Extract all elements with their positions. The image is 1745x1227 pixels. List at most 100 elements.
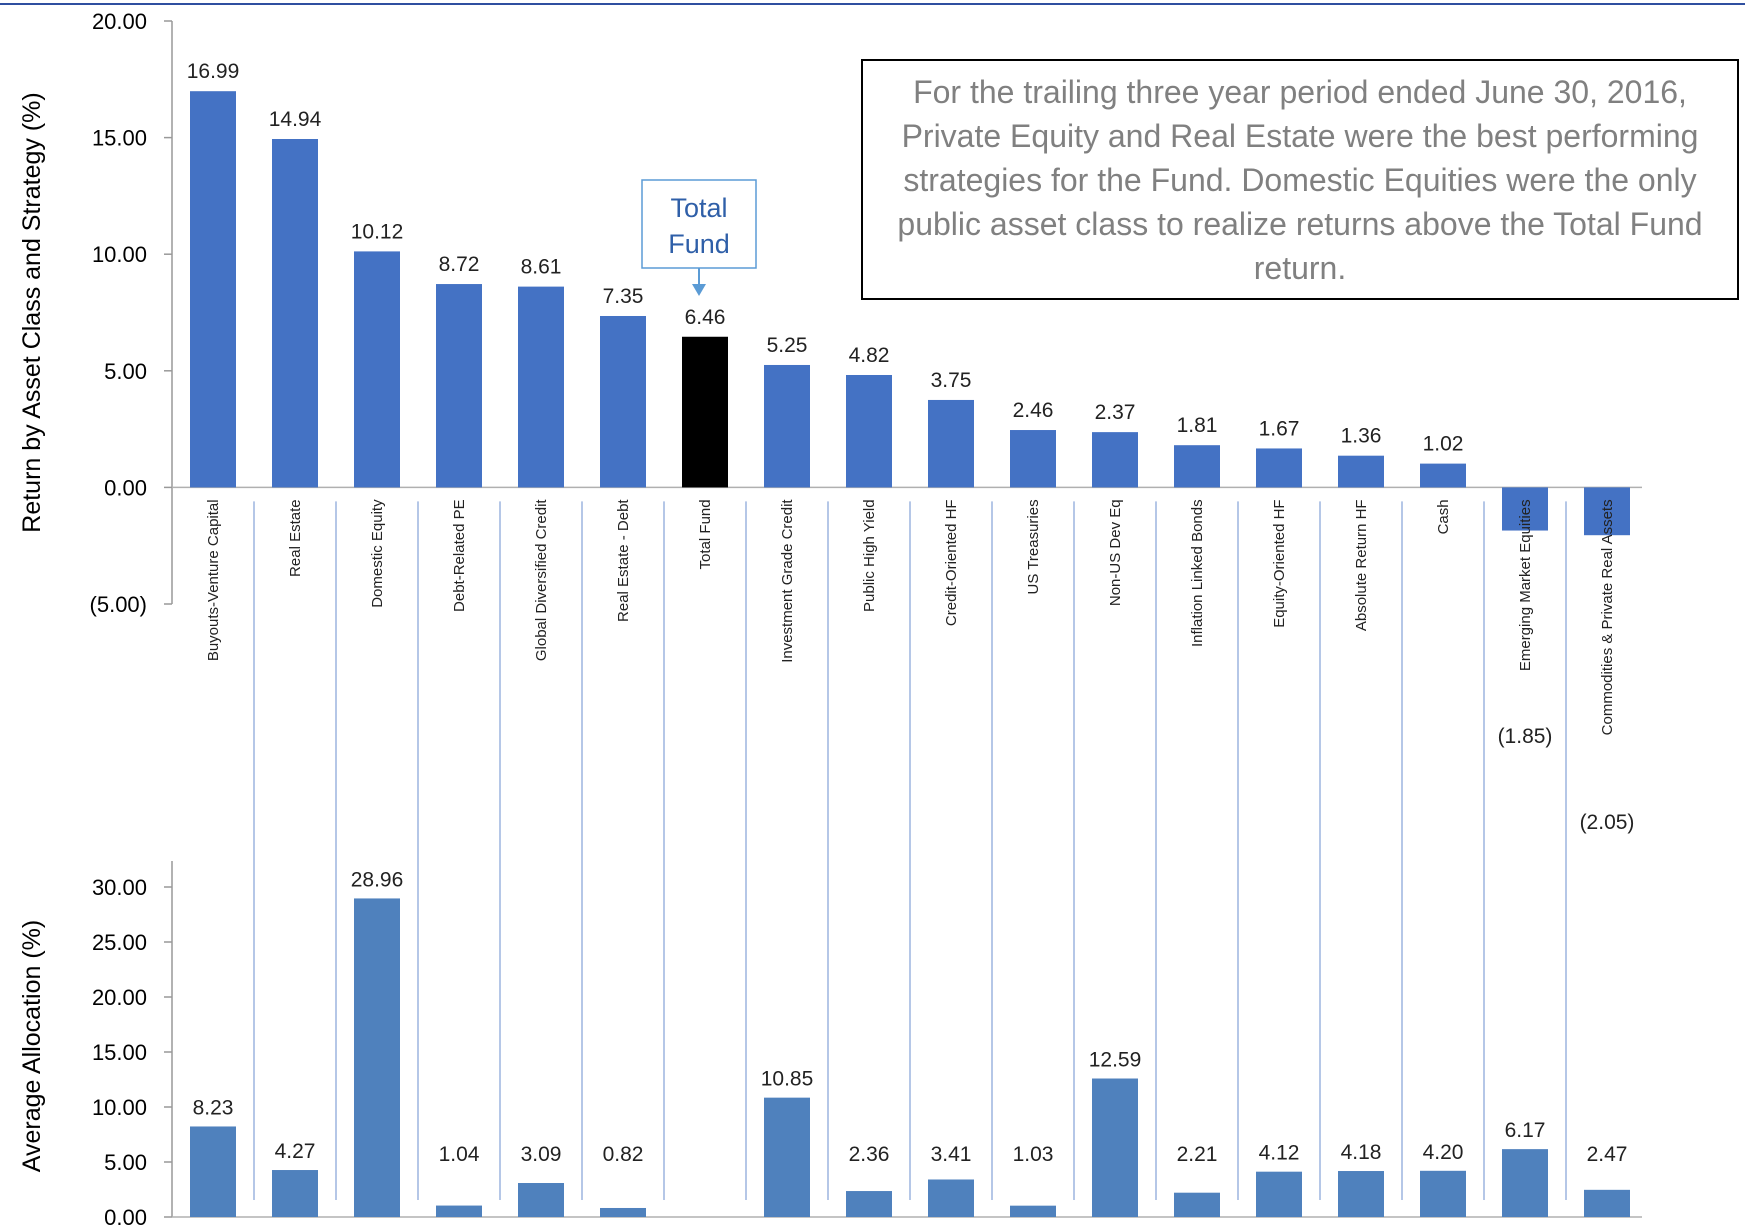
category-label: Absolute Return HF [1353,499,1370,631]
category-label: Inflation Linked Bonds [1189,499,1206,647]
allocation-bar [272,1170,318,1217]
allocation-value-label: 2.21 [1177,1143,1218,1166]
allocation-bar [354,898,400,1217]
category-label: Buyouts-Venture Capital [205,499,222,661]
return-value-label: 3.75 [931,369,972,392]
top-y-tick-label: 5.00 [104,359,147,384]
callout-pointer-arrow [692,284,706,296]
return-value-label: 1.67 [1259,417,1300,440]
return-bar [600,315,646,488]
return-bar [846,374,892,488]
category-label: Debt-Related PE [451,499,468,612]
return-value-label: 1.36 [1341,425,1382,448]
return-value-label: 16.99 [187,60,240,83]
bottom-y-axis-title: Average Allocation (%) [18,920,46,1172]
top-y-tick-label: (5.00) [90,592,147,617]
allocation-bar [1420,1170,1466,1217]
allocation-value-label: 2.47 [1587,1143,1628,1166]
allocation-bar [436,1205,482,1217]
return-value-label: 2.46 [1013,399,1054,422]
return-bar [1502,487,1548,531]
return-value-label: 14.94 [269,108,322,131]
allocation-value-label: 2.36 [849,1143,890,1166]
return-bar [682,336,728,488]
category-label: Global Diversified Credit [533,499,550,662]
return-bar [190,91,236,488]
return-value-label: 10.12 [351,220,404,243]
category-label: Commodities & Private Real Assets [1599,499,1616,735]
bottom-y-tick-label: 10.00 [92,1095,147,1120]
allocation-value-label: 8.23 [193,1096,234,1119]
category-label: Total Fund [697,499,714,569]
return-value-label: 1.81 [1177,414,1218,437]
top-y-tick-label: 10.00 [92,242,147,267]
return-value-label: 4.82 [849,344,890,367]
total-fund-callout-label: Fund [668,229,730,259]
return-bar [1584,487,1630,536]
return-bar [1174,445,1220,488]
category-label: Equity-Oriented HF [1271,499,1288,627]
return-bar [518,286,564,488]
allocation-bar [764,1097,810,1217]
allocation-value-label: 4.18 [1341,1141,1382,1164]
allocation-bar [928,1179,974,1217]
allocation-value-label: 10.85 [761,1068,814,1091]
bottom-y-tick-label: 0.00 [104,1205,147,1227]
category-label: Real Estate - Debt [615,499,632,622]
allocation-value-label: 4.27 [275,1140,316,1163]
top-y-tick-label: 20.00 [92,9,147,34]
allocation-bar [190,1126,236,1217]
top-y-axis-title: Return by Asset Class and Strategy (%) [18,92,46,532]
allocation-bar [1502,1149,1548,1217]
return-value-label: (1.85) [1498,725,1553,748]
category-label: Credit-Oriented HF [943,499,960,626]
bottom-y-tick-label: 15.00 [92,1040,147,1065]
bottom-y-tick-label: 5.00 [104,1150,147,1175]
return-bar [436,284,482,488]
category-label: Domestic Equity [369,499,386,608]
return-bar [1256,448,1302,488]
bottom-y-tick-label: 20.00 [92,985,147,1010]
category-label: Emerging Market Equities [1517,499,1534,671]
allocation-bar [1010,1205,1056,1217]
return-bar [1420,463,1466,488]
allocation-bar [1256,1171,1302,1217]
return-value-label: 8.61 [521,256,562,279]
category-label: Real Estate [287,499,304,577]
allocation-value-label: 1.03 [1013,1143,1054,1166]
top-y-tick-label: 0.00 [104,475,147,500]
category-label: Public High Yield [861,499,878,612]
return-value-label: (2.05) [1580,811,1635,834]
allocation-value-label: 3.09 [521,1143,562,1166]
return-bar [764,364,810,488]
top-rule [0,3,1745,5]
return-bar [1338,455,1384,488]
allocation-value-label: 4.20 [1423,1141,1464,1164]
allocation-value-label: 3.41 [931,1143,972,1166]
allocation-bar [1174,1192,1220,1217]
bottom-y-tick-label: 30.00 [92,875,147,900]
allocation-bar [518,1183,564,1217]
allocation-bar [1092,1078,1138,1217]
total-fund-callout-label: Total [670,193,727,223]
allocation-bar [1584,1189,1630,1217]
allocation-value-label: 0.82 [603,1143,644,1166]
return-value-label: 6.46 [685,306,726,329]
return-value-label: 1.02 [1423,433,1464,456]
allocation-value-label: 1.04 [439,1143,480,1166]
allocation-bar [846,1191,892,1217]
allocation-value-label: 4.12 [1259,1142,1300,1165]
allocation-value-label: 28.96 [351,868,404,891]
top-y-tick-label: 15.00 [92,126,147,151]
return-bar [1092,432,1138,488]
return-value-label: 2.37 [1095,401,1136,424]
allocation-value-label: 6.17 [1505,1119,1546,1142]
annotation-text: For the trailing three year period ended… [897,73,1703,286]
return-bar [354,251,400,488]
return-value-label: 5.25 [767,334,808,357]
bottom-y-tick-label: 25.00 [92,930,147,955]
allocation-bar [1338,1171,1384,1217]
allocation-value-label: 12.59 [1089,1049,1142,1072]
return-bar [928,399,974,488]
